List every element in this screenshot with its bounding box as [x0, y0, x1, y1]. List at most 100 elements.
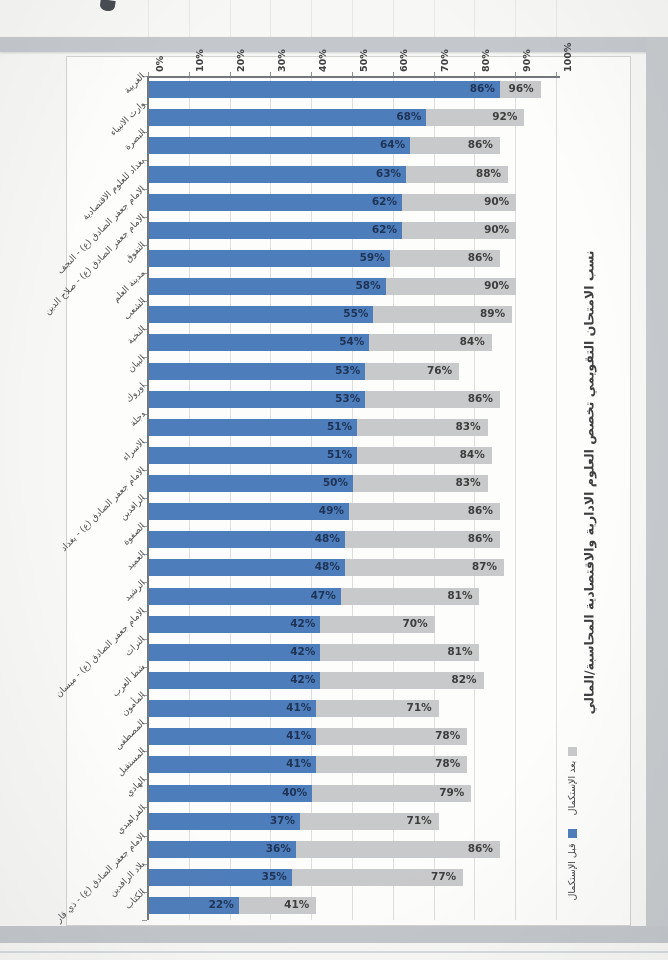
axis-tick-label: 30%: [276, 49, 288, 72]
bar-before: [149, 418, 358, 436]
bar-after: [385, 278, 517, 296]
bar-before-value-label: 54%: [339, 336, 365, 349]
photo-ghost-gridline: [270, 0, 272, 37]
bar-before: [149, 700, 317, 718]
category-axis-tick: [142, 666, 147, 668]
axis-tick-label: 40%: [317, 49, 329, 72]
bar-before-value-label: 53%: [335, 364, 361, 377]
bar-before: [149, 250, 390, 267]
category-axis-tick: [142, 160, 147, 162]
bar-after-value-label: 86%: [467, 533, 493, 546]
photo-ghost-gridline: [352, 0, 353, 37]
axis-tick-label: 100%: [562, 42, 574, 72]
gridline: [433, 76, 435, 920]
bar-after: [291, 868, 464, 886]
axis-tick-label: 20%: [236, 49, 248, 72]
bar-before-value-label: 62%: [371, 195, 397, 208]
bar-before: [149, 137, 411, 155]
photo-ghost-gridline: [148, 0, 149, 37]
category-axis-tick: [142, 132, 147, 134]
category-axis-tick: [142, 385, 147, 387]
bar-before: [149, 334, 370, 352]
bar-after-value-label: 71%: [406, 702, 432, 715]
gridline: [515, 76, 517, 920]
bar-after-value-label: 86%: [467, 252, 493, 264]
value-axis-tick: [515, 72, 517, 76]
bar-after-value-label: 84%: [459, 448, 485, 461]
bar-after-value-label: 87%: [471, 561, 497, 574]
chart-title: نسب الامتحان التقويمي تخصص العلوم الادار…: [581, 250, 597, 715]
value-axis-tick: [188, 72, 190, 76]
bar-before-value-label: 42%: [290, 617, 316, 630]
photo-ghost-gridline: [229, 0, 231, 37]
photo-bottom-line: [0, 951, 668, 953]
category-axis-tick: [142, 920, 147, 921]
legend-item-before: قبل الإستكمال: [565, 825, 579, 905]
bar-before: [149, 193, 402, 211]
bar-before-value-label: 64%: [379, 139, 406, 152]
category-axis-tick: [142, 216, 147, 218]
axis-tick-label: 70%: [440, 49, 452, 72]
bar-after-value-label: 90%: [484, 280, 510, 293]
bar-after-value-label: 78%: [435, 730, 461, 743]
bar-before: [149, 278, 386, 296]
bar-after: [295, 840, 500, 858]
bar-before-value-label: 48%: [314, 561, 340, 574]
bar-before: [149, 362, 366, 380]
bar-after: [406, 165, 509, 183]
bar-before: [149, 756, 317, 774]
bar-after-value-label: 90%: [484, 223, 510, 236]
category-axis-line: [147, 76, 149, 920]
axis-tick-label: 60%: [399, 49, 411, 72]
bar-before: [149, 840, 296, 858]
bar-after-value-label: 84%: [459, 336, 485, 349]
bar-before-value-label: 48%: [314, 533, 340, 546]
bar-after: [410, 137, 500, 155]
bar-after: [389, 250, 500, 267]
bar-after-value-label: 81%: [447, 589, 473, 602]
bar-before-value-label: 55%: [343, 308, 369, 321]
bar-before-value-label: 35%: [261, 870, 287, 883]
bar-after: [357, 418, 488, 436]
gridline: [392, 76, 394, 920]
bar-after-value-label: 90%: [484, 195, 510, 208]
bar-before-value-label: 37%: [269, 814, 295, 827]
category-axis-tick: [142, 751, 147, 753]
bar-before-value-label: 41%: [286, 730, 312, 743]
photo-ghost-gridline: [474, 0, 476, 37]
bar-before: [149, 643, 321, 661]
bar-after-value-label: 86%: [467, 842, 493, 855]
bar-before-value-label: 58%: [355, 280, 381, 293]
bar-before-value-label: 41%: [286, 702, 312, 715]
bar-before: [149, 81, 500, 99]
category-axis-tick: [142, 807, 147, 809]
category-axis-tick: [142, 272, 147, 274]
bar-after: [344, 531, 500, 549]
bar-before-value-label: 63%: [375, 167, 402, 180]
value-axis-tick: [474, 72, 476, 76]
bar-after-value-label: 79%: [439, 786, 465, 799]
category-axis-tick: [142, 582, 147, 584]
bar-before: [149, 165, 407, 183]
axis-tick-label: 90%: [521, 49, 533, 72]
value-axis-tick: [556, 72, 557, 76]
bar-before: [149, 728, 317, 746]
bar-after-value-label: 83%: [455, 420, 481, 433]
bar-before-value-label: 50%: [322, 477, 348, 490]
category-axis-tick: [142, 526, 147, 528]
bar-before-value-label: 22%: [208, 899, 234, 912]
value-axis-tick: [270, 72, 272, 76]
legend-label-before: قبل الإستكمال: [566, 843, 578, 901]
photo-ghost-gridline: [392, 0, 394, 37]
photo-right-strip: [646, 37, 668, 942]
value-axis-tick: [392, 72, 394, 76]
bar-before: [149, 559, 345, 577]
category-axis-tick: [142, 104, 147, 106]
gridline: [188, 76, 190, 920]
category-axis-tick: [142, 891, 147, 893]
bar-after: [299, 812, 439, 830]
legend-item-after: بعد الإستكمال: [565, 741, 579, 821]
bar-after: [348, 503, 500, 521]
photo-top-band: [0, 37, 668, 52]
